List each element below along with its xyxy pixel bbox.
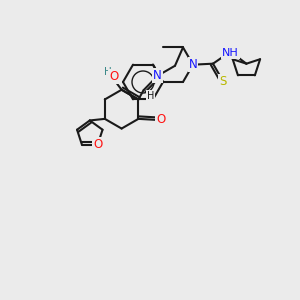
Text: H: H [147, 91, 154, 101]
Text: O: O [156, 113, 165, 126]
Text: N: N [189, 58, 197, 71]
Text: H: H [104, 67, 112, 77]
Text: N: N [153, 69, 162, 82]
Text: O: O [109, 70, 118, 83]
Text: S: S [219, 75, 227, 88]
Text: NH: NH [222, 48, 239, 58]
Text: O: O [93, 138, 102, 151]
